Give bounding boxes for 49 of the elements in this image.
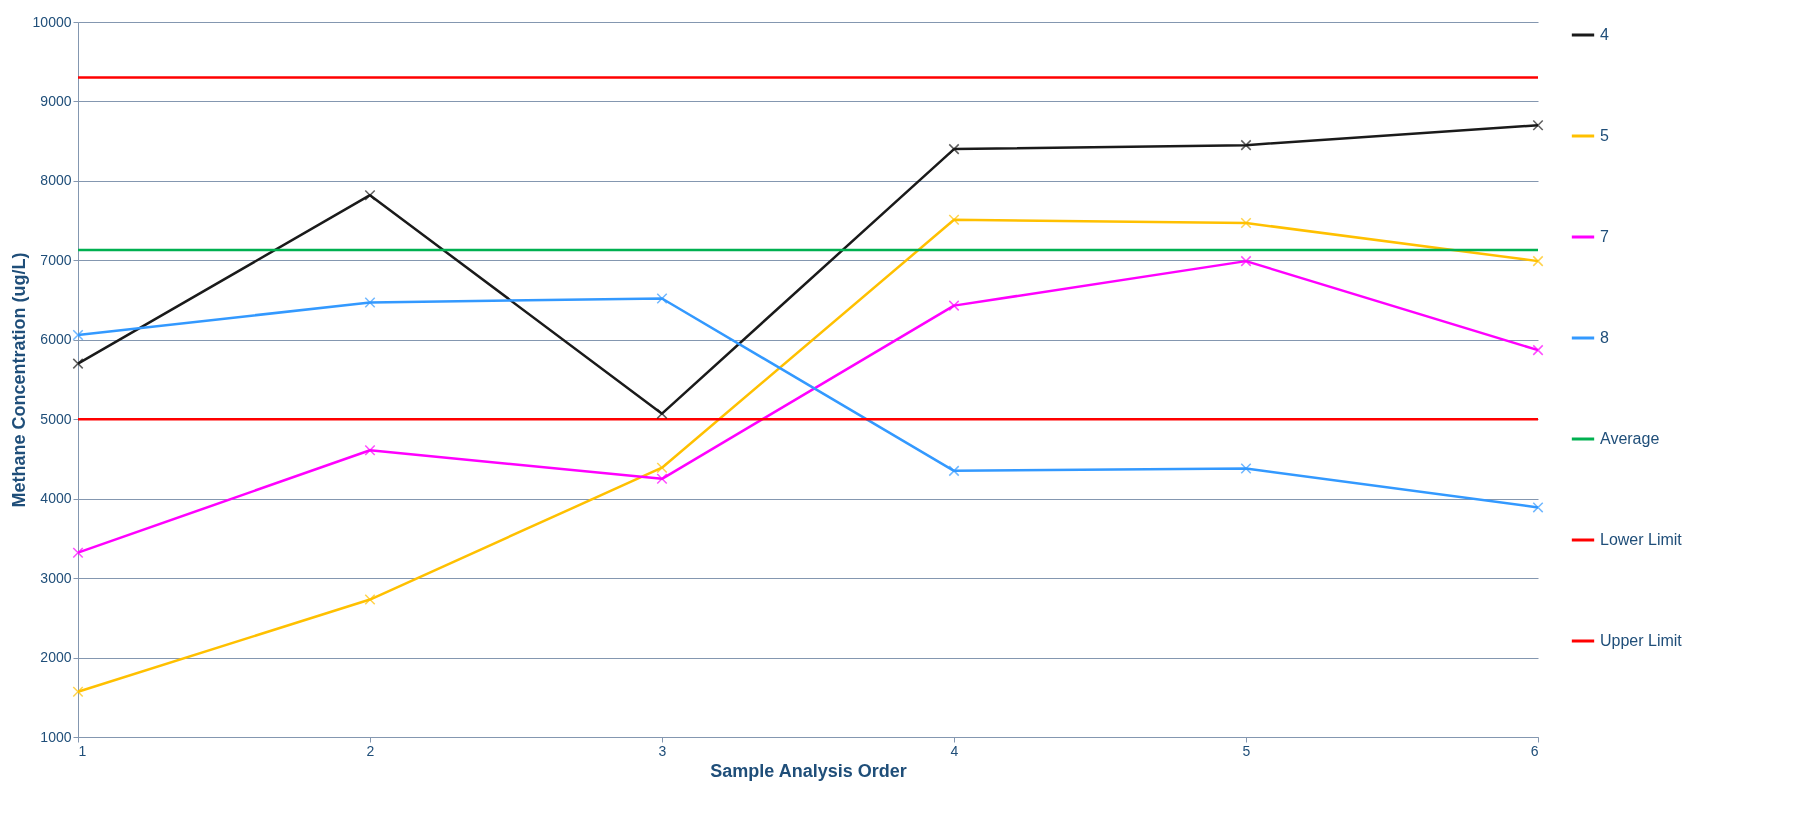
y-tick-label: 6000 <box>40 331 72 348</box>
legend-label: Upper Limit <box>1600 632 1683 649</box>
y-tick-label: 5000 <box>40 410 72 427</box>
x-tick-label: 5 <box>1242 742 1251 759</box>
legend-label: 4 <box>1600 26 1609 43</box>
point <box>948 465 960 477</box>
point <box>948 300 960 312</box>
point <box>656 462 668 474</box>
point <box>72 686 84 698</box>
y-axis-title: Methane Concentration (ug/L) <box>8 252 29 508</box>
x-tick-label: 2 <box>366 742 375 759</box>
point <box>1240 255 1252 267</box>
point <box>72 547 84 559</box>
point <box>72 358 84 370</box>
y-tick-label: 3000 <box>40 569 72 586</box>
y-tick-label: 7000 <box>40 251 72 268</box>
legend-label: Lower Limit <box>1600 531 1683 548</box>
point <box>364 296 376 308</box>
x-tick-label: 1 <box>78 742 87 759</box>
y-tick-label: 2000 <box>40 649 72 666</box>
legend-label: 7 <box>1600 228 1609 245</box>
y-tick-label: 1000 <box>40 728 72 745</box>
point <box>1532 344 1544 356</box>
point <box>656 473 668 485</box>
point <box>656 408 668 420</box>
y-tick-label: 9000 <box>40 92 72 109</box>
x-tick-label: 4 <box>950 742 959 759</box>
point <box>364 444 376 456</box>
x-axis-title: Sample Analysis Order <box>710 760 907 781</box>
point <box>948 214 960 226</box>
point <box>656 292 668 304</box>
y-tick-label: 4000 <box>40 490 72 507</box>
point <box>1240 462 1252 474</box>
y-tick-label: 10000 <box>32 13 72 30</box>
x-tick-label: 6 <box>1530 742 1539 759</box>
legend-label: 8 <box>1600 329 1609 346</box>
point <box>1532 119 1544 131</box>
point <box>72 329 84 341</box>
x-tick-label: 3 <box>658 742 667 759</box>
point <box>364 189 376 201</box>
legend-label: Average <box>1600 430 1660 447</box>
legend-label: 5 <box>1600 127 1609 144</box>
y-tick-label: 8000 <box>40 172 72 189</box>
point <box>1240 139 1252 151</box>
point <box>1240 217 1252 229</box>
point <box>364 594 376 606</box>
point <box>1532 501 1544 513</box>
point <box>1532 255 1544 267</box>
point <box>948 143 960 155</box>
